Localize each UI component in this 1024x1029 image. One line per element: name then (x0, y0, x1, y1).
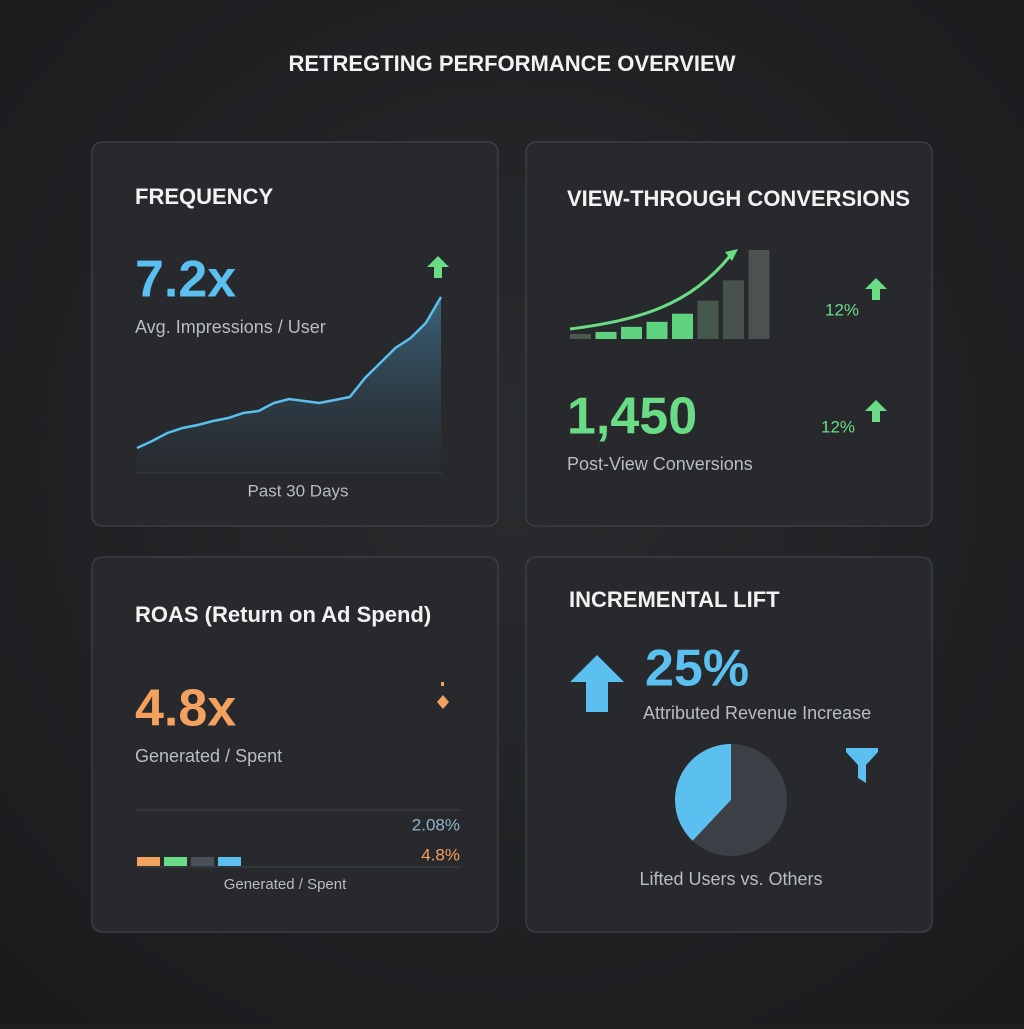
metric-label: Attributed Revenue Increase (643, 703, 871, 723)
bar (748, 250, 770, 339)
metric-value: 4.8x (135, 680, 236, 738)
dot-icon (441, 682, 444, 686)
pie-slice (692, 744, 787, 856)
change-label: 12% (821, 417, 855, 436)
metric-label: Post-View Conversions (567, 454, 753, 474)
chart-caption: Past 30 Days (247, 481, 348, 500)
up-arrow-icon (865, 278, 887, 300)
metric-label: Generated / Spent (135, 746, 282, 766)
pie-slice (675, 744, 731, 841)
bar (595, 331, 617, 339)
bar-chart (570, 250, 770, 339)
up-arrow-icon (865, 400, 887, 422)
sparkline-group (136, 296, 443, 473)
metric-value: 7.2x (135, 251, 236, 309)
card-title: ROAS (Return on Ad Spend) (135, 602, 431, 627)
bar (570, 333, 591, 339)
card-title: VIEW-THROUGH CONVERSIONS (567, 186, 910, 211)
sparkline-area (137, 297, 441, 473)
card (91, 556, 499, 933)
metric-value: 25% (645, 640, 749, 698)
trend-arrowhead (725, 249, 738, 261)
diamond-icon (437, 695, 449, 709)
funnel-icon (846, 748, 878, 783)
change-label: 12% (825, 300, 859, 319)
bar-label: 4.8% (421, 845, 460, 864)
up-arrow-icon (427, 256, 449, 278)
bar (646, 321, 668, 339)
pie-chart (675, 744, 787, 856)
chart-caption: Generated / Spent (224, 876, 347, 893)
bar-label: 2.08% (412, 815, 460, 834)
legend-swatch (218, 857, 241, 866)
card-title: INCREMENTAL LIFT (569, 587, 780, 612)
page-title: RETREGTING PERFORMANCE OVERVIEW (289, 51, 736, 76)
bar (697, 300, 719, 339)
chart-caption: Lifted Users vs. Others (639, 869, 822, 889)
metric-label: Avg. Impressions / User (135, 317, 326, 337)
bar (672, 313, 693, 339)
bar (621, 326, 642, 339)
legend-swatch (137, 857, 160, 866)
legend-swatch (191, 857, 214, 866)
bar (723, 280, 744, 339)
legend-swatch (164, 857, 187, 866)
sparkline (136, 296, 443, 450)
metric-value: 1,450 (567, 388, 697, 446)
card-title: FREQUENCY (135, 184, 273, 209)
up-arrow-icon (570, 655, 624, 712)
trend-arrow (569, 255, 732, 331)
